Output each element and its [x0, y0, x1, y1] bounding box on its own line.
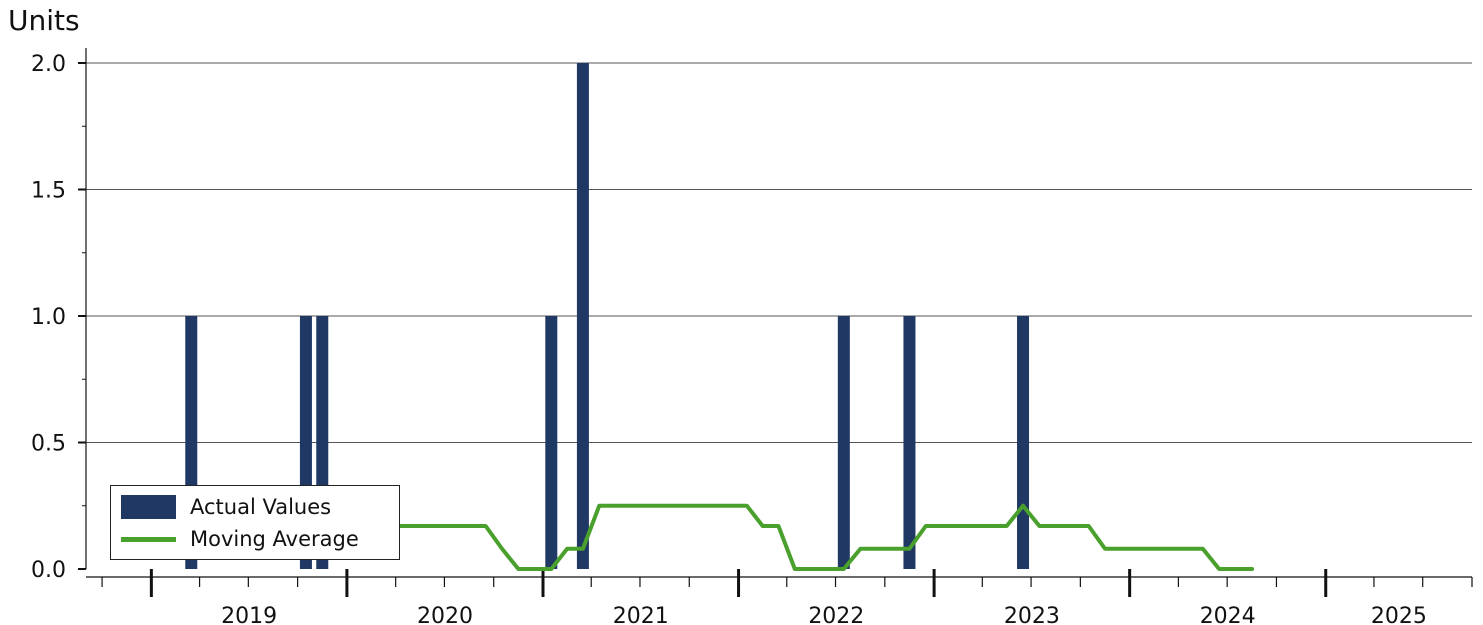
x-tick-label-6: 2025	[1371, 604, 1427, 625]
chart-legend: Actual Values Moving Average	[110, 485, 400, 560]
legend-label-actual-values: Actual Values	[190, 495, 332, 519]
y-tick-label-0: 0.0	[31, 558, 66, 583]
x-tick-label-3: 2022	[808, 604, 864, 625]
bar-actual-values-6	[903, 316, 916, 569]
x-tick-label-2: 2021	[613, 604, 669, 625]
legend-swatch-moving-average	[121, 536, 176, 542]
legend-swatch-actual-values	[121, 495, 176, 519]
y-tick-label-2: 1.0	[31, 305, 66, 330]
bar-actual-values-3	[545, 316, 558, 569]
x-tick-label-0: 2019	[221, 604, 277, 625]
bar-actual-values-5	[837, 316, 850, 569]
x-tick-label-5: 2024	[1200, 604, 1256, 625]
y-tick-label-4: 2.0	[31, 52, 66, 77]
legend-item-actual-values: Actual Values	[111, 492, 331, 522]
x-tick-label-4: 2023	[1004, 604, 1060, 625]
x-tick-label-1: 2020	[417, 604, 473, 625]
bar-actual-values-7	[1017, 316, 1030, 569]
y-tick-label-1: 0.5	[31, 432, 66, 457]
y-tick-label-3: 1.5	[31, 179, 66, 204]
bar-actual-values-4	[576, 63, 589, 569]
y-axis-unit-label: Units	[8, 4, 80, 37]
legend-label-moving-average: Moving Average	[190, 527, 359, 551]
legend-item-moving-average: Moving Average	[111, 524, 359, 554]
